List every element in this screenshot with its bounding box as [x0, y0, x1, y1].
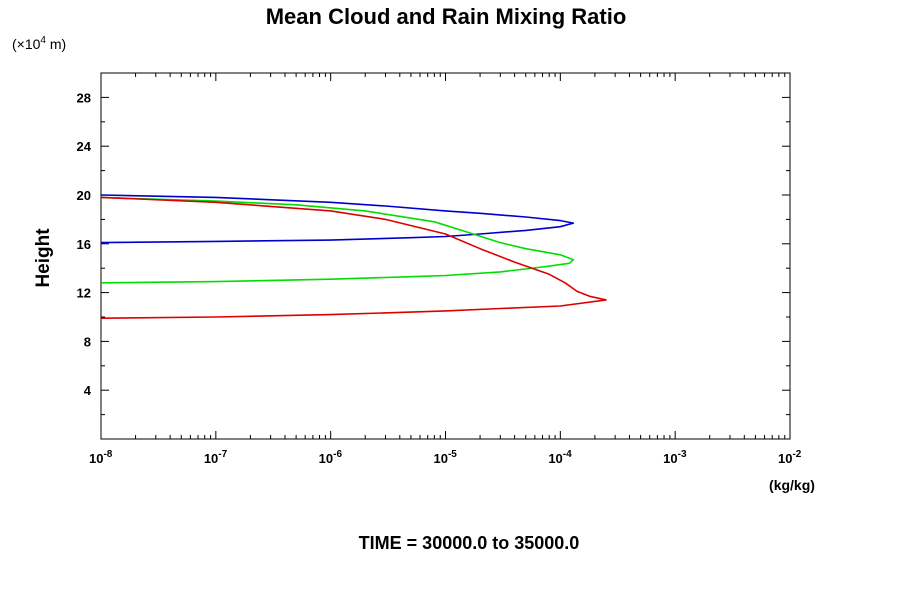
- series-line-3: [100, 196, 607, 319]
- series-line-1: [100, 194, 575, 244]
- axis-ticks: [100, 73, 790, 439]
- x-tick-label: 10-6: [319, 449, 343, 466]
- x-axis-unit-label: (kg/kg): [769, 477, 815, 493]
- y-tick-label: 16: [77, 237, 91, 252]
- y-tick-labels: 4 8 12 16 20 24 28: [77, 90, 92, 398]
- x-tick-label: 10-8: [89, 449, 113, 466]
- x-tick-labels: 10-8 10-7 10-6 10-5 10-4 10-3 10-2: [89, 449, 802, 466]
- y-tick-label: 8: [84, 334, 91, 349]
- x-tick-label: 10-3: [663, 449, 687, 466]
- y-scale-prefix: (×10: [12, 36, 41, 52]
- chart-title: Mean Cloud and Rain Mixing Ratio: [266, 4, 627, 29]
- plot-frame: [100, 72, 791, 440]
- y-scale-label: (×104 m): [12, 35, 66, 52]
- y-tick-label: 4: [84, 383, 92, 398]
- series-line-2: [100, 196, 575, 284]
- y-scale-exponent: 4: [40, 35, 46, 46]
- y-axis-label: Height: [33, 228, 54, 288]
- series-lines: [100, 194, 607, 319]
- x-tick-label: 10-4: [548, 449, 572, 466]
- y-tick-label: 12: [77, 286, 91, 301]
- x-tick-label: 10-2: [778, 449, 802, 466]
- y-tick-label: 28: [77, 90, 91, 105]
- y-scale-unit: m): [46, 36, 66, 52]
- time-range-footer: TIME = 30000.0 to 35000.0: [359, 533, 580, 553]
- y-tick-label: 24: [77, 139, 92, 154]
- x-tick-label: 10-7: [204, 449, 228, 466]
- x-tick-label: 10-5: [434, 449, 458, 466]
- y-tick-label: 20: [77, 188, 91, 203]
